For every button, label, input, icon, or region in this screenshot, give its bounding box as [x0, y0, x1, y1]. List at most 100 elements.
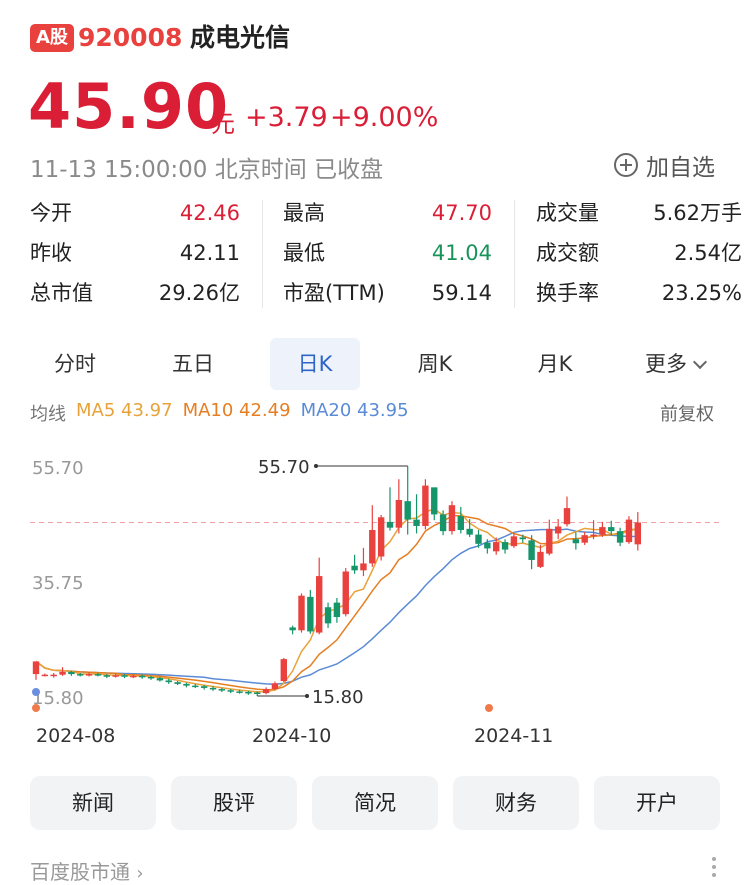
- min-price-label: 15.80: [312, 687, 364, 708]
- candle-body: [316, 576, 323, 633]
- price-change: +3.79: [245, 102, 328, 133]
- profile-button[interactable]: 简况: [312, 776, 438, 830]
- add-watchlist-button[interactable]: 加自选: [614, 150, 715, 181]
- more-vertical-icon[interactable]: [712, 857, 716, 881]
- candle-body: [439, 514, 447, 532]
- candle-body: [165, 680, 172, 683]
- y-tick-label: 55.70: [32, 458, 84, 479]
- candle-body: [103, 675, 110, 677]
- candle-body: [563, 508, 571, 525]
- candle-body: [616, 531, 624, 543]
- candle-body: [457, 516, 464, 530]
- candlestick-chart[interactable]: 55.70 35.75 15.80 55.70 15.80 2024-08 2024-10 2…: [0, 440, 750, 760]
- ma5-label: MA5 43.97: [76, 400, 173, 421]
- market-badge: A股: [30, 24, 74, 52]
- candle-body: [41, 674, 49, 677]
- candle-body: [112, 675, 119, 677]
- candle-body: [386, 521, 394, 528]
- y-tick-label: 35.75: [32, 573, 84, 594]
- candle-body: [528, 540, 535, 560]
- candle-body: [395, 500, 403, 528]
- candle-body: [298, 595, 305, 631]
- stock-name: 成电光信: [190, 23, 291, 52]
- tab-five-day[interactable]: 五日: [172, 352, 214, 376]
- stat-label: 最低: [283, 241, 325, 265]
- stock-code: 920008: [78, 23, 183, 52]
- stat-label: 换手率: [536, 281, 599, 305]
- tab-monthly-k[interactable]: 月K: [537, 352, 573, 376]
- min-dot: [305, 694, 309, 698]
- candle-body: [422, 485, 429, 526]
- candle-body: [351, 565, 358, 571]
- x-tick-label: 2024-10: [252, 725, 331, 747]
- candle-body: [333, 602, 341, 618]
- candle-body: [634, 522, 641, 545]
- stat-value: 5.62万手: [653, 201, 742, 225]
- candle-body: [271, 683, 279, 690]
- ma20-label: MA20 43.95: [300, 400, 409, 421]
- candle-body: [360, 563, 367, 571]
- ma10-line: [35, 514, 638, 691]
- candle-body: [262, 689, 270, 694]
- candle-body: [139, 675, 146, 678]
- candle-body: [493, 542, 500, 552]
- financials-button[interactable]: 财务: [453, 776, 579, 830]
- candle-body: [94, 674, 102, 676]
- market-status: 11-13 15:00:00 北京时间 已收盘: [30, 157, 384, 183]
- candle-body: [192, 685, 199, 688]
- price-unit: 元: [211, 110, 235, 138]
- candle-body: [342, 571, 349, 615]
- candle-body: [32, 661, 40, 675]
- candle-body: [519, 537, 526, 540]
- stats-divider: [514, 200, 515, 308]
- ma-legend: 均线 MA5 43.97 MA10 42.49 MA20 43.95: [30, 400, 409, 426]
- news-button[interactable]: 新闻: [30, 776, 156, 830]
- candle-body: [227, 690, 234, 692]
- candle-body: [501, 542, 509, 550]
- tab-more[interactable]: 更多: [630, 338, 720, 390]
- ma10-label: MA10 42.49: [182, 400, 291, 421]
- candle-body: [245, 691, 252, 694]
- chevron-down-icon: [692, 354, 708, 370]
- commentary-button[interactable]: 股评: [171, 776, 297, 830]
- candle-body: [209, 687, 217, 690]
- stat-value: 2.54亿: [674, 241, 742, 265]
- candle-body: [68, 671, 75, 675]
- stat-value: 42.11: [179, 241, 240, 265]
- footer-link[interactable]: 百度股市通 ›: [30, 860, 144, 884]
- candle-body: [200, 686, 208, 688]
- stat-label: 总市值: [30, 281, 93, 305]
- ma-legend-title: 均线: [30, 404, 66, 425]
- candle-body: [431, 487, 438, 515]
- tab-weekly-k[interactable]: 周K: [417, 352, 453, 376]
- candle-body: [537, 551, 544, 567]
- tab-daily-k[interactable]: 日K: [270, 338, 360, 390]
- tab-intraday[interactable]: 分时: [54, 352, 96, 376]
- stat-value: 41.04: [431, 241, 492, 265]
- open-account-button[interactable]: 开户: [594, 776, 720, 830]
- candle-body: [59, 671, 66, 675]
- candle-body: [466, 528, 473, 535]
- candle-body: [448, 505, 456, 532]
- stat-value: 23.25%: [661, 281, 742, 305]
- price-change-percent: +9.00%: [330, 102, 439, 133]
- event-marker: [32, 704, 40, 712]
- candle-body: [510, 536, 518, 547]
- stat-value: 42.46: [179, 201, 240, 225]
- chart-tabs: 分时 五日 日K 周K 月K 更多: [30, 338, 720, 390]
- candle-body: [77, 674, 84, 676]
- candle-body: [236, 691, 243, 693]
- candle-body: [369, 529, 376, 564]
- candle-body: [404, 501, 411, 520]
- candle-body: [475, 534, 482, 544]
- stat-label: 成交量: [536, 201, 599, 225]
- candle-body: [572, 539, 580, 544]
- stat-value: 59.14: [431, 281, 492, 305]
- stat-label: 市盈(TTM): [283, 281, 385, 305]
- candle-body: [130, 675, 137, 678]
- candle-body: [183, 683, 190, 686]
- candle-body: [324, 607, 332, 624]
- candle-body: [608, 527, 615, 532]
- stat-label: 成交额: [536, 241, 599, 265]
- price-adjust-selector[interactable]: 前复权: [660, 404, 714, 425]
